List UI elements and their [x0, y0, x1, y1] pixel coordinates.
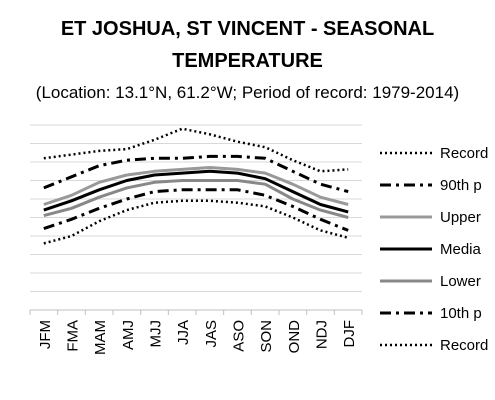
x-tick-label: OND — [286, 320, 303, 354]
series-line — [43, 166, 349, 206]
chart-title-line-2: TEMPERATURE — [172, 50, 323, 72]
legend: Record 90th p Upper Media Lower 10th p Record — [380, 145, 488, 354]
x-tick-label: FMA — [65, 320, 82, 352]
series-line — [43, 154, 349, 194]
legend-label: 90th p — [440, 177, 482, 194]
x-tick-label: ASO — [231, 320, 248, 352]
legend-label: Lower — [440, 273, 481, 290]
series-line — [43, 169, 349, 214]
x-tick-label: JFM — [37, 320, 54, 349]
x-tick-label: NDJ — [314, 320, 331, 349]
series-line — [43, 188, 349, 232]
series-line — [43, 179, 349, 219]
x-tick-label: JJA — [175, 320, 192, 345]
series-lines — [43, 127, 349, 245]
legend-label: Record — [440, 145, 488, 162]
series-line — [43, 199, 349, 245]
x-tick-label: MJJ — [148, 320, 165, 348]
x-tick-label: DJF — [341, 320, 358, 348]
legend-label: Record — [440, 337, 488, 354]
chart-title-line-1: ET JOSHUA, ST VINCENT - SEASONAL — [60, 18, 435, 40]
series-line — [43, 127, 349, 173]
x-tick-labels: JFM FMA MAM AMJ MJJ JJA JAS ASO SON OND NDJ DJF — [37, 320, 358, 355]
x-tick-label: MAM — [92, 320, 109, 355]
x-tick-label: SON — [258, 320, 275, 353]
legend-label: 10th p — [440, 305, 482, 322]
x-tick-label: AMJ — [120, 320, 137, 350]
chart-subtitle: (Location: 13.1°N, 61.2°W; Period of rec… — [35, 83, 460, 102]
legend-label: Upper — [440, 209, 481, 226]
x-tick-label: JAS — [203, 320, 220, 348]
legend-label: Media — [440, 241, 482, 258]
